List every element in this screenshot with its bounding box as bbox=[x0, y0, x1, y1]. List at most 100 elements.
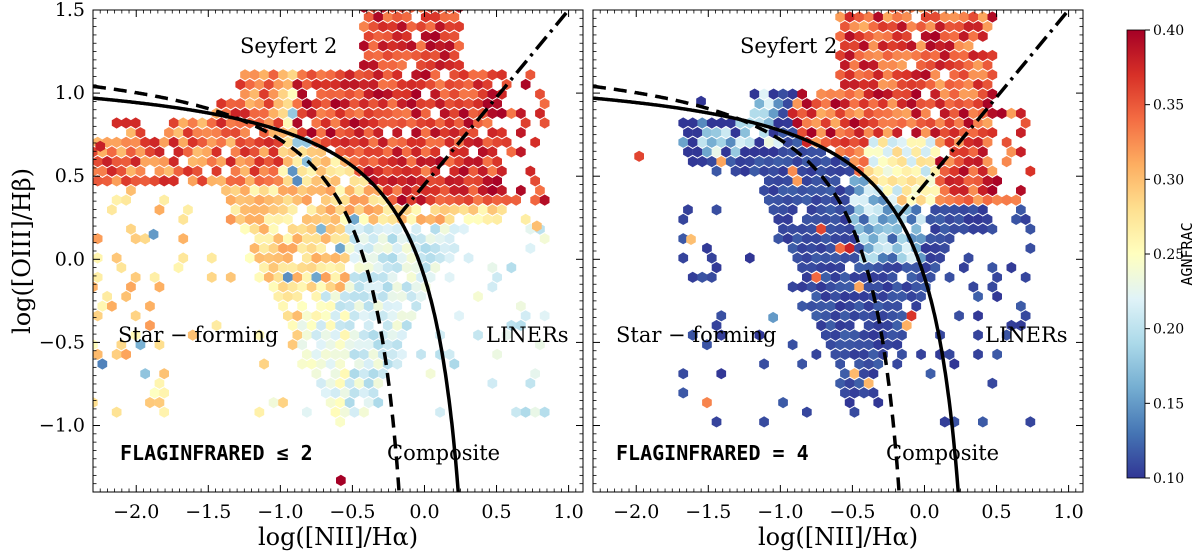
hexbin-cell bbox=[401, 319, 412, 332]
hexbin-cell bbox=[283, 271, 293, 283]
hexbin-cell bbox=[987, 223, 998, 235]
hexbin-cell bbox=[887, 98, 898, 110]
hexbin-cell bbox=[302, 175, 312, 187]
hexbin-cell bbox=[878, 290, 888, 303]
hexbin-cell bbox=[392, 319, 403, 332]
hexbin-cell bbox=[773, 213, 784, 225]
hexbin-cell bbox=[944, 194, 955, 206]
hexbin-cell bbox=[330, 78, 341, 91]
hexbin-cell bbox=[1006, 146, 1017, 158]
hexbin-cell bbox=[825, 339, 836, 351]
hexbin-cell bbox=[302, 213, 312, 225]
hexbin-cell bbox=[335, 319, 345, 332]
hexbin-cell bbox=[863, 11, 874, 23]
hexbin-cell bbox=[835, 11, 845, 23]
hexbin-cell bbox=[973, 156, 983, 168]
hexbin-cell bbox=[949, 165, 960, 177]
hexbin-cell bbox=[382, 262, 393, 274]
hexbin-cell bbox=[854, 69, 864, 81]
hexbin-cell bbox=[506, 262, 517, 274]
hexbin-cell bbox=[949, 30, 960, 42]
hexbin-cell bbox=[316, 88, 326, 100]
hexbin-cell bbox=[868, 59, 879, 71]
hexbin-cell bbox=[325, 281, 336, 293]
hexbin-cell bbox=[854, 146, 864, 158]
hexbin-cell bbox=[235, 78, 246, 91]
hexbin-cell bbox=[916, 213, 926, 225]
hexbin-cell bbox=[159, 368, 169, 380]
hexbin-cell bbox=[359, 21, 369, 33]
hexbin-cell bbox=[216, 136, 227, 148]
hexbin-cell bbox=[111, 194, 122, 206]
hexbin-cell bbox=[935, 59, 945, 71]
hexbin-cell bbox=[783, 175, 793, 187]
hexbin-cell bbox=[283, 136, 293, 148]
hexbin-cell bbox=[183, 146, 193, 158]
hexbin-cell bbox=[859, 329, 869, 341]
hexbin-cell bbox=[444, 21, 455, 33]
hexbin-cell bbox=[416, 233, 426, 245]
hexbin-cell bbox=[416, 213, 426, 225]
hexbin-cell bbox=[287, 339, 298, 351]
hexbin-cell bbox=[387, 117, 398, 129]
hexbin-cell bbox=[130, 329, 141, 341]
hexbin-cell bbox=[140, 136, 150, 148]
hexbin-cell bbox=[206, 271, 217, 283]
hexbin-cell bbox=[444, 348, 455, 360]
hexbin-cell bbox=[930, 30, 941, 42]
hexbin-cell bbox=[340, 98, 350, 110]
hexbin-cell bbox=[439, 11, 450, 23]
hexbin-cell bbox=[340, 368, 350, 380]
hexbin-cell bbox=[982, 136, 993, 148]
hexbin-cell bbox=[392, 165, 403, 177]
hexbin-cell bbox=[873, 165, 884, 177]
x-tick-label: 0.0 bbox=[409, 501, 439, 523]
hexbin-cell bbox=[245, 175, 255, 187]
hexbin-cell bbox=[425, 213, 436, 225]
hexbin-cell bbox=[168, 117, 179, 129]
hexbin-cell bbox=[816, 107, 826, 119]
hexbin-cell bbox=[316, 69, 326, 81]
hexbin-cell bbox=[425, 368, 436, 380]
hexbin-cell bbox=[868, 21, 879, 33]
hexbin-cell bbox=[901, 184, 912, 197]
hexbin-cell bbox=[520, 78, 531, 91]
hexbin-cell bbox=[135, 146, 146, 158]
hexbin-cell bbox=[297, 300, 307, 312]
hexbin-cell bbox=[259, 69, 269, 81]
hexbin-cell bbox=[378, 117, 388, 129]
hexbin-cell bbox=[439, 242, 450, 254]
hexbin-cell bbox=[811, 213, 822, 225]
hexbin-cell bbox=[863, 281, 874, 293]
hexbin-cell bbox=[225, 194, 236, 206]
y-tick-label: 1.5 bbox=[55, 0, 85, 21]
hexbin-cell bbox=[344, 165, 355, 177]
hexbin-cell bbox=[868, 78, 879, 91]
hexbin-cell bbox=[821, 98, 831, 110]
hexbin-cell bbox=[278, 281, 288, 293]
hexbin-cell bbox=[392, 223, 403, 235]
hexbin-cell bbox=[530, 194, 540, 206]
hexbin-cell bbox=[854, 300, 864, 312]
hexbin-cell bbox=[359, 329, 369, 341]
hexbin-cell bbox=[840, 136, 850, 148]
hexbin-cell bbox=[344, 69, 355, 81]
hexbin-cell bbox=[787, 107, 798, 119]
hexbin-cell bbox=[259, 262, 269, 274]
hexbin-cell bbox=[321, 290, 331, 303]
hexbin-cell bbox=[235, 213, 246, 225]
hexbin-cell bbox=[340, 233, 350, 245]
hexbin-cell bbox=[363, 319, 374, 332]
y-tick-label: 1.0 bbox=[55, 82, 85, 104]
hexbin-cell bbox=[321, 136, 331, 148]
hexbin-cell bbox=[930, 69, 941, 81]
hexbin-cell bbox=[225, 98, 236, 110]
hexbin-cell bbox=[873, 281, 884, 293]
hexbin-cell bbox=[382, 107, 393, 119]
hexbin-cell bbox=[825, 165, 836, 177]
hexbin-cell bbox=[449, 242, 460, 254]
hexbin-cell bbox=[268, 69, 279, 81]
hexbin-cell bbox=[321, 194, 331, 206]
hexbin-cell bbox=[535, 184, 545, 197]
hexbin-cell bbox=[859, 40, 869, 52]
